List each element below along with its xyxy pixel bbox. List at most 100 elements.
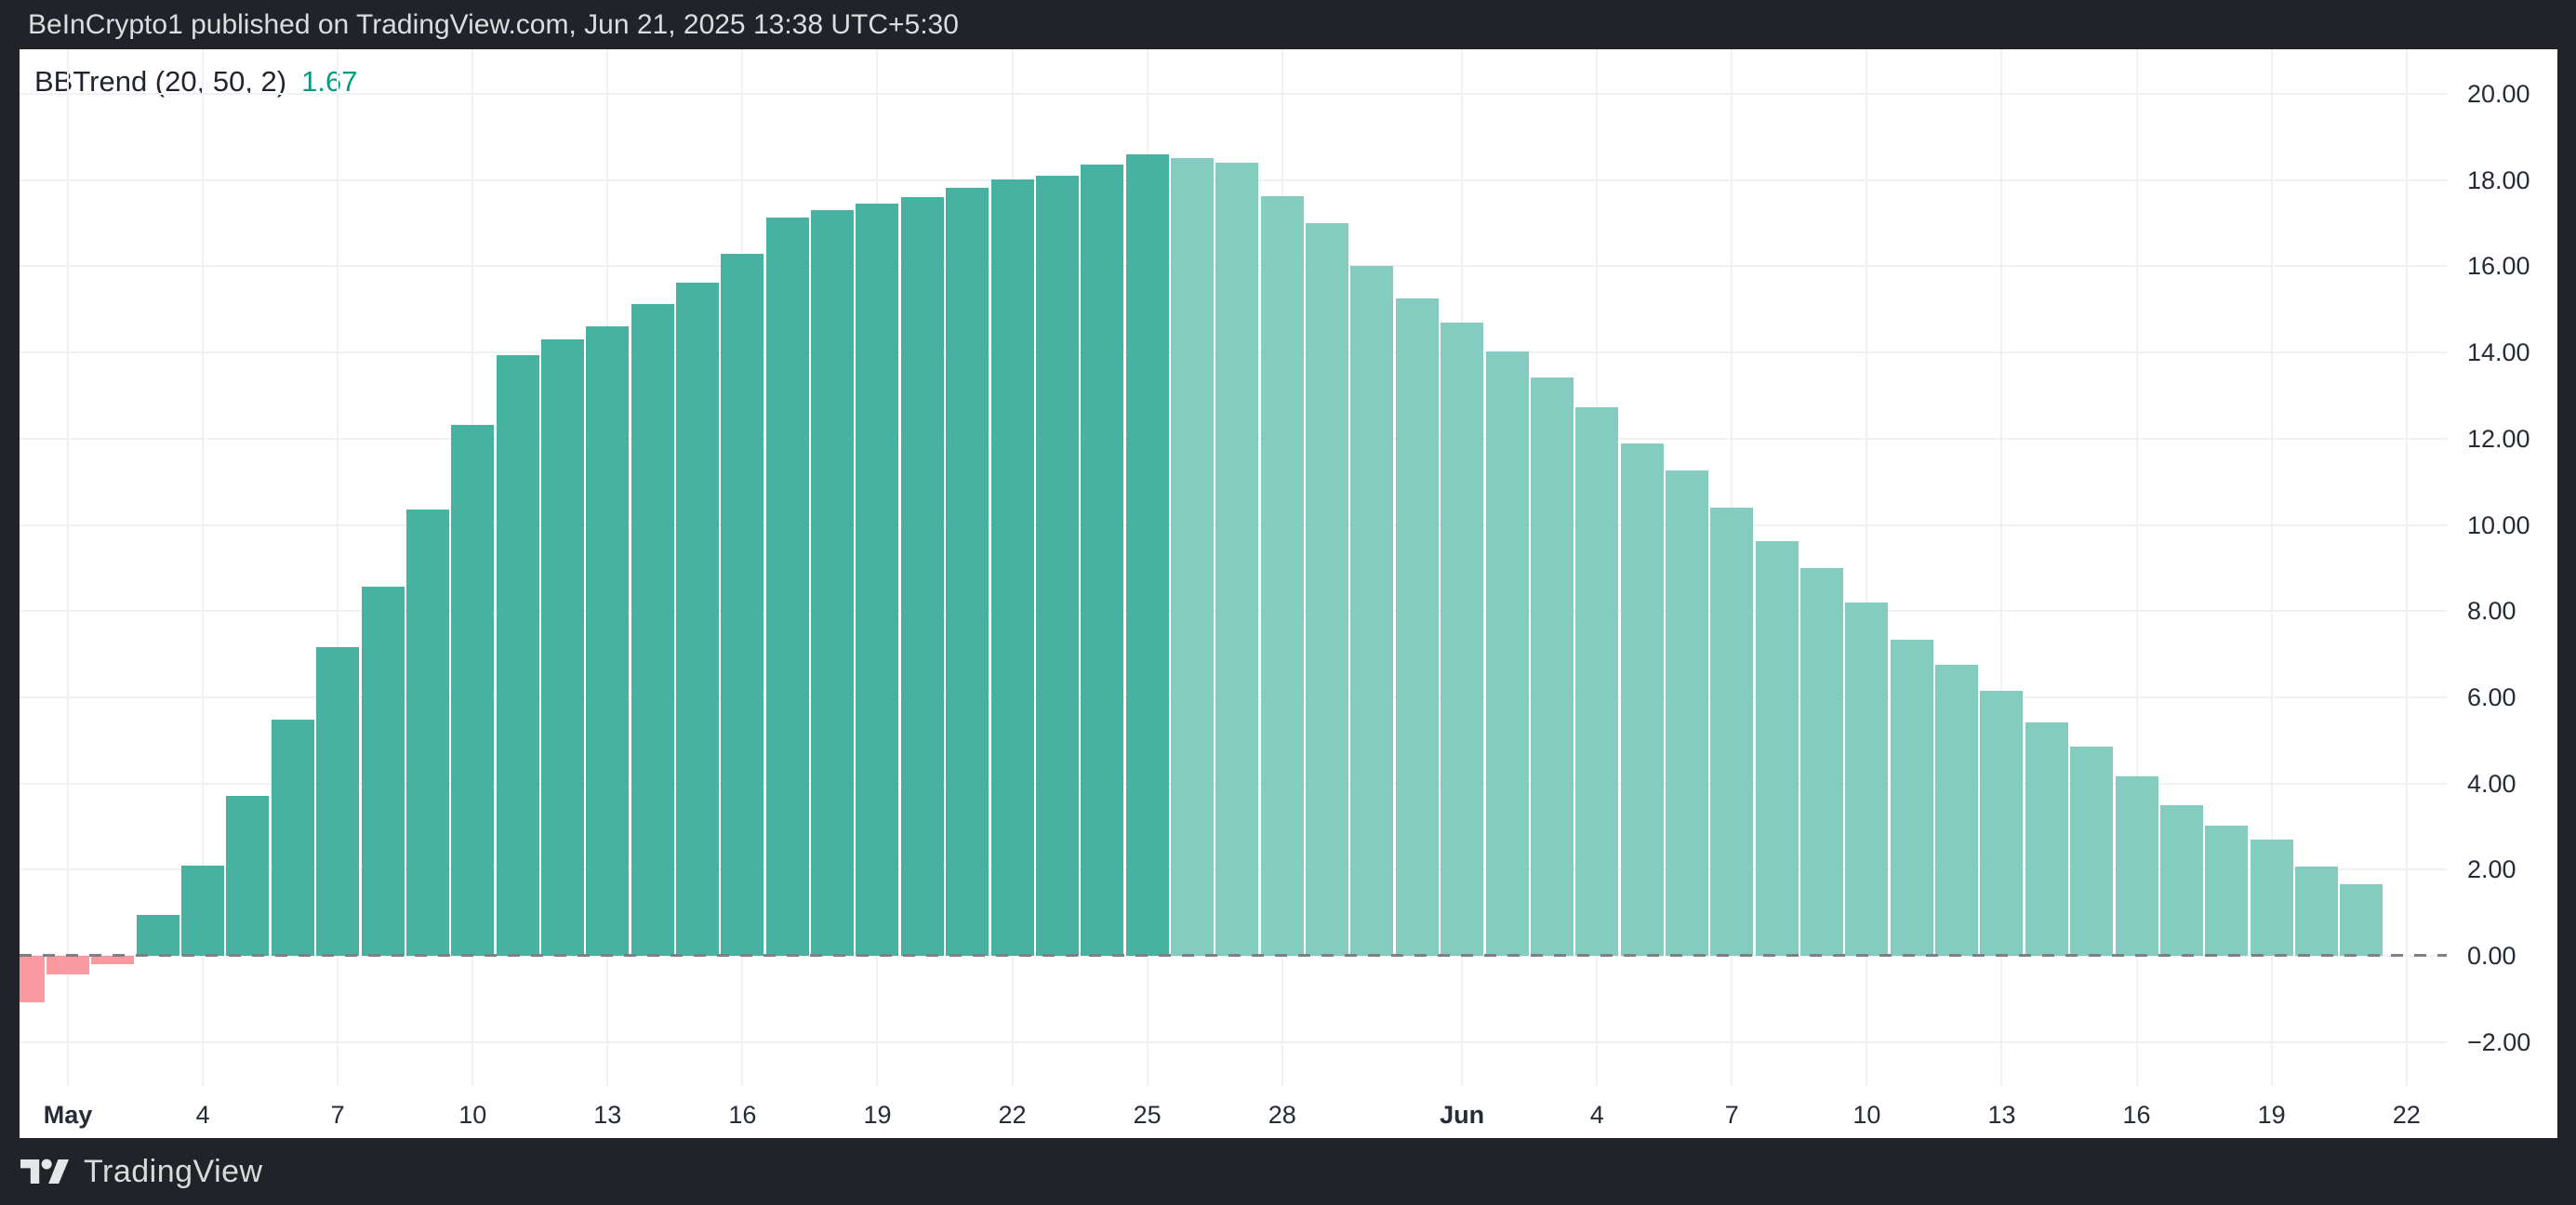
x-axis-label: 28 xyxy=(1268,1101,1296,1129)
gridline-vertical xyxy=(202,49,205,1086)
y-axis-label: 4.00 xyxy=(2467,769,2516,798)
bar-may-27[interactable] xyxy=(1215,163,1259,956)
bar-may-10[interactable] xyxy=(451,424,495,956)
bar-jun-8[interactable] xyxy=(1755,541,1799,956)
y-axis-label: 6.00 xyxy=(2467,682,2516,711)
x-axis-label: 16 xyxy=(2122,1101,2151,1129)
x-axis-label: 4 xyxy=(195,1101,210,1129)
y-axis-label: 10.00 xyxy=(2467,510,2530,539)
bar-may-8[interactable] xyxy=(361,586,405,956)
indicator-value: 1.67 xyxy=(301,65,358,98)
header-bar: BeInCrypto1 published on TradingView.com… xyxy=(0,0,2576,49)
bar-may-11[interactable] xyxy=(496,354,539,956)
bar-jun-18[interactable] xyxy=(2205,826,2249,956)
chart-plot-area[interactable]: BBTrend (20, 50, 2) 1.67 20.00 18.00 16.00 1… xyxy=(20,49,2557,1138)
bar-may-13[interactable] xyxy=(586,325,630,956)
zero-line xyxy=(20,954,2447,957)
gridline-horizontal xyxy=(20,93,2447,95)
bar-apr-30[interactable] xyxy=(20,956,45,1003)
bar-may-4[interactable] xyxy=(181,866,225,956)
bar-jun-11[interactable] xyxy=(1890,640,1933,956)
bar-jun-6[interactable] xyxy=(1665,470,1708,956)
y-axis-label: 16.00 xyxy=(2467,252,2530,281)
gridline-vertical xyxy=(67,49,69,1086)
bar-may-14[interactable] xyxy=(631,304,674,956)
bar-jun-19[interactable] xyxy=(2250,839,2293,956)
y-axis-label: −2.00 xyxy=(2467,1027,2531,1056)
bar-may-6[interactable] xyxy=(271,720,314,956)
bar-jun-7[interactable] xyxy=(1710,507,1754,956)
bar-may-28[interactable] xyxy=(1260,196,1304,956)
bar-jun-2[interactable] xyxy=(1485,351,1529,956)
x-axis-label: 22 xyxy=(2392,1101,2421,1129)
bar-may-15[interactable] xyxy=(676,283,720,956)
bar-may-20[interactable] xyxy=(900,196,944,956)
x-axis-label: 10 xyxy=(1852,1101,1881,1129)
x-axis-label: 4 xyxy=(1589,1101,1604,1129)
x-axis-label: May xyxy=(43,1101,93,1129)
bar-may-12[interactable] xyxy=(540,339,584,956)
bar-may-2[interactable] xyxy=(91,956,135,965)
x-axis-label: 10 xyxy=(458,1101,487,1129)
bar-jun-9[interactable] xyxy=(1800,567,1844,956)
x-axis-label: 16 xyxy=(728,1101,757,1129)
bar-may-23[interactable] xyxy=(1035,176,1079,956)
header-title: BeInCrypto1 published on TradingView.com… xyxy=(28,9,959,40)
bar-jun-3[interactable] xyxy=(1530,377,1573,956)
gridline-vertical xyxy=(2405,49,2408,1086)
bar-may-22[interactable] xyxy=(990,179,1034,956)
bar-jun-20[interactable] xyxy=(2295,866,2338,956)
y-axis-label: 18.00 xyxy=(2467,166,2530,194)
footer-brand: TradingView xyxy=(84,1153,263,1189)
indicator-name: BBTrend (20, 50, 2) xyxy=(34,65,287,98)
gridline-vertical xyxy=(2135,49,2138,1086)
x-axis-label: 7 xyxy=(1724,1101,1739,1129)
bar-jun-16[interactable] xyxy=(2115,776,2158,956)
bar-jun-1[interactable] xyxy=(1441,322,1484,956)
x-axis-label: 19 xyxy=(863,1101,892,1129)
bar-jun-21[interactable] xyxy=(2340,883,2383,956)
bar-may-1[interactable] xyxy=(46,956,89,974)
bar-jun-13[interactable] xyxy=(1980,690,2024,956)
x-axis-label: 19 xyxy=(2257,1101,2286,1129)
x-axis-label: Jun xyxy=(1440,1101,1485,1129)
gridline-vertical xyxy=(1866,49,1868,1086)
indicator-legend[interactable]: BBTrend (20, 50, 2) 1.67 xyxy=(34,65,357,99)
bar-may-26[interactable] xyxy=(1171,158,1214,956)
tradingview-logo-icon xyxy=(20,1159,69,1184)
bar-may-9[interactable] xyxy=(405,509,449,956)
bar-jun-5[interactable] xyxy=(1620,443,1664,956)
bar-may-18[interactable] xyxy=(811,210,855,956)
bar-jun-14[interactable] xyxy=(2025,722,2068,956)
bar-may-30[interactable] xyxy=(1350,265,1394,956)
bar-may-21[interactable] xyxy=(946,188,989,956)
price-axis[interactable]: 20.00 18.00 16.00 14.00 12.00 10.00 8.00 6.00 4.… xyxy=(2465,49,2557,1138)
gridline-vertical xyxy=(337,49,339,1086)
bar-may-24[interactable] xyxy=(1081,165,1124,956)
bar-may-17[interactable] xyxy=(765,218,809,956)
y-axis-label: 0.00 xyxy=(2467,942,2516,970)
time-axis[interactable]: May 4 7 10 13 16 19 22 25 28 Jun 4 7 10 13 16 19 22 xyxy=(20,1086,2557,1138)
bar-may-29[interactable] xyxy=(1306,223,1349,956)
bar-jun-4[interactable] xyxy=(1575,406,1619,956)
y-axis-label: 2.00 xyxy=(2467,855,2516,884)
bar-jun-15[interactable] xyxy=(2070,747,2114,956)
x-axis-label: 25 xyxy=(1133,1101,1162,1129)
y-axis-label: 14.00 xyxy=(2467,338,2530,367)
bar-may-7[interactable] xyxy=(316,647,360,956)
gridline-vertical xyxy=(2000,49,2003,1086)
bar-may-19[interactable] xyxy=(856,204,899,956)
bar-may-25[interactable] xyxy=(1125,153,1169,956)
bar-may-16[interactable] xyxy=(721,254,764,956)
y-axis-label: 12.00 xyxy=(2467,424,2530,453)
y-axis-label: 20.00 xyxy=(2467,80,2530,108)
bar-may-31[interactable] xyxy=(1395,298,1439,956)
bar-jun-12[interactable] xyxy=(1935,665,1979,956)
bar-may-3[interactable] xyxy=(136,914,179,956)
x-axis-label: 22 xyxy=(998,1101,1027,1129)
bar-may-5[interactable] xyxy=(226,796,270,956)
bar-jun-10[interactable] xyxy=(1845,602,1889,956)
bar-jun-17[interactable] xyxy=(2159,804,2203,956)
x-axis-label: 13 xyxy=(1987,1101,2016,1129)
